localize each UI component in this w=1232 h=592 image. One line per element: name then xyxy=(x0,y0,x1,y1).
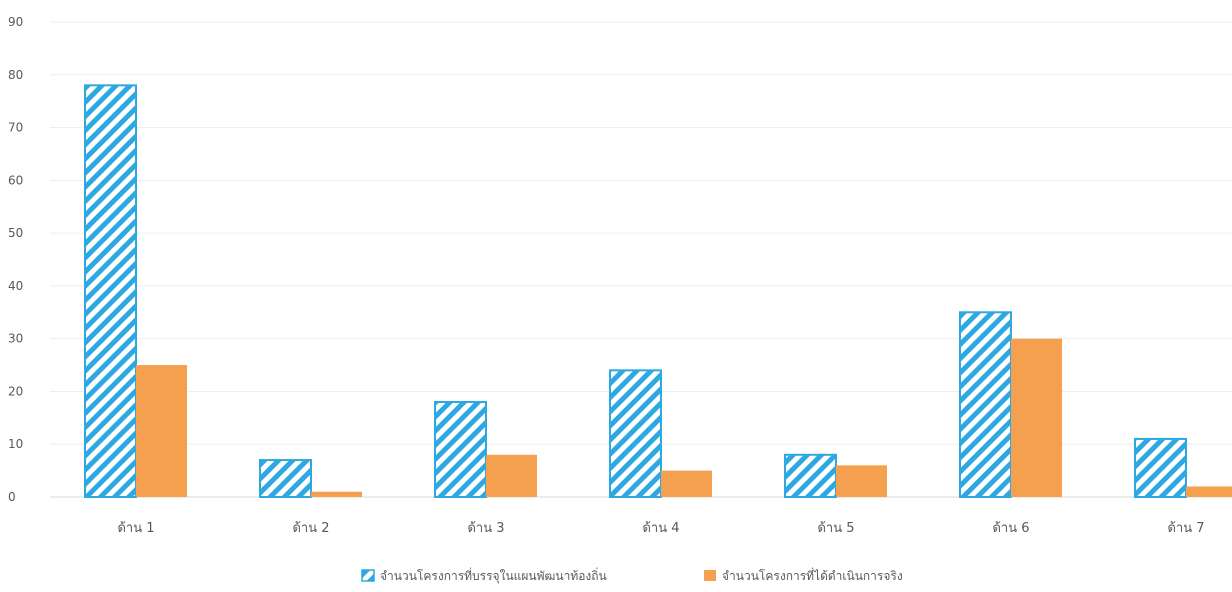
x-tick-label: ด้าน 4 xyxy=(642,521,679,536)
y-tick-label: 40 xyxy=(8,279,23,293)
bar-actual xyxy=(486,454,537,497)
legend: จำนวนโครงการที่บรรจุในแผนพัฒนาท้องถิ่น จำ… xyxy=(361,567,903,584)
x-tick-label: ด้าน 1 xyxy=(117,521,154,536)
x-tick-label: ด้าน 5 xyxy=(817,521,854,536)
x-tick-label: ด้าน 7 xyxy=(1167,521,1204,536)
y-tick-label: 60 xyxy=(8,173,23,187)
legend-label: จำนวนโครงการที่บรรจุในแผนพัฒนาท้องถิ่น xyxy=(380,567,607,584)
bars xyxy=(84,84,1232,499)
legend-swatch xyxy=(361,569,375,582)
y-tick-label: 70 xyxy=(8,121,23,135)
bar-planned xyxy=(434,401,487,498)
x-tick-label: ด้าน 6 xyxy=(992,521,1029,536)
y-tick-label: 50 xyxy=(8,226,23,240)
bar-actual xyxy=(136,365,187,497)
bar-planned xyxy=(84,84,137,498)
y-tick-label: 0 xyxy=(8,490,16,504)
bar-planned xyxy=(1134,437,1187,499)
bar-actual xyxy=(661,470,712,497)
bar-planned xyxy=(784,453,837,498)
y-tick-label: 80 xyxy=(8,68,23,82)
x-tick-label: ด้าน 2 xyxy=(292,521,329,536)
y-tick-label: 90 xyxy=(8,15,23,29)
bar-actual xyxy=(836,465,887,497)
bar-actual xyxy=(1011,338,1062,497)
bar-planned xyxy=(259,459,312,498)
x-axis: ด้าน 1 ด้าน 2 ด้าน 3 ด้าน 4 ด้าน 5 ด้าน 6 ด้าน… xyxy=(117,521,1204,536)
legend-swatch xyxy=(704,570,716,581)
bar-planned xyxy=(609,369,662,499)
y-tick-label: 20 xyxy=(8,384,23,398)
bar-actual xyxy=(311,491,362,497)
bar-actual xyxy=(1186,486,1232,497)
legend-label: จำนวนโครงการที่ได้ดำเนินการจริง xyxy=(722,567,903,583)
bar-planned xyxy=(959,311,1012,498)
y-axis: 0 10 20 30 40 50 60 70 80 90 xyxy=(8,15,23,504)
y-tick-label: 10 xyxy=(8,437,23,451)
x-tick-label: ด้าน 3 xyxy=(467,521,504,536)
y-tick-label: 30 xyxy=(8,332,23,346)
gridlines xyxy=(50,21,1232,498)
